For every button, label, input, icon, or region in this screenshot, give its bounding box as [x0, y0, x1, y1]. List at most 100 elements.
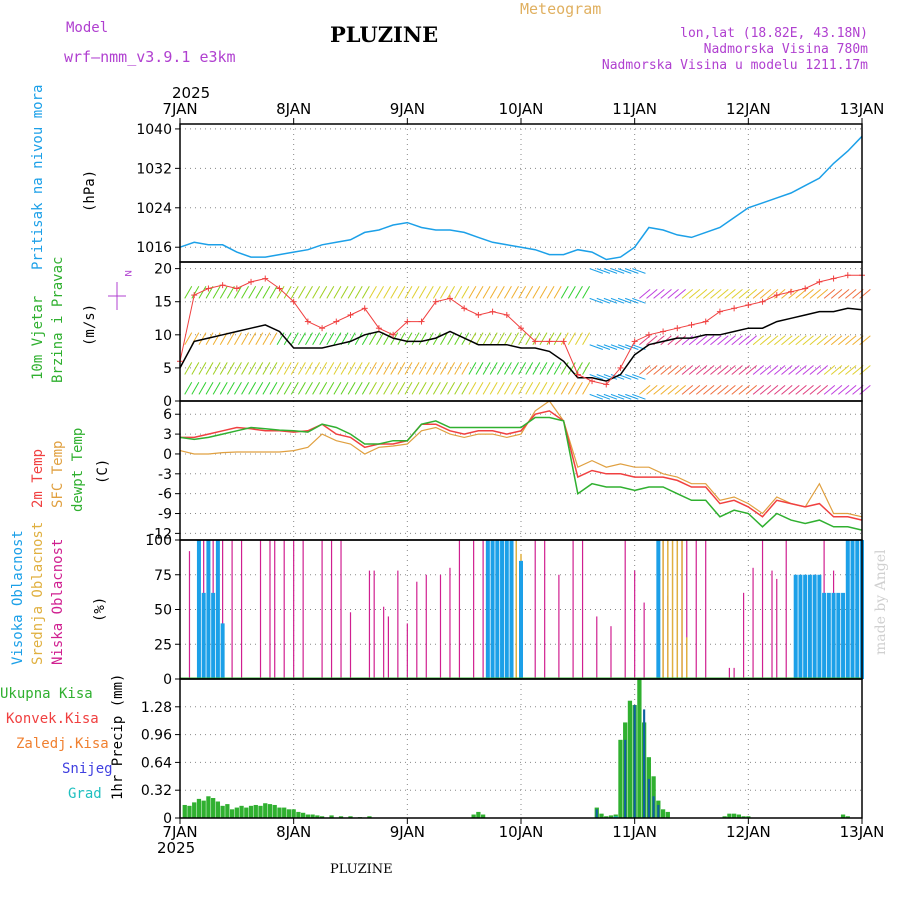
wind-barb: [532, 286, 541, 299]
wind-barb: [191, 362, 200, 375]
wind-barb: [404, 286, 413, 299]
wind-barb: [361, 286, 370, 299]
wind-barb: [774, 335, 786, 346]
wind-barb: [518, 362, 527, 375]
wind-barb: [383, 332, 392, 345]
wind-barb: [610, 268, 625, 274]
wind-barb: [752, 365, 765, 375]
wind-barb: [724, 289, 736, 299]
wind-barb: [695, 289, 708, 299]
wind-barb: [461, 382, 470, 395]
wind-barb: [766, 384, 779, 395]
wind-barb: [191, 286, 200, 299]
wind-barb: [837, 289, 850, 299]
wind-barb: [212, 382, 221, 395]
x-tick-label-top: 11JAN: [612, 100, 657, 118]
wind-barb: [795, 365, 807, 375]
wind-barb: [255, 382, 264, 395]
precip-total-bar: [315, 815, 320, 818]
precip-snow-bar: [643, 709, 646, 818]
wind-barb: [589, 344, 604, 350]
wind-barb: [205, 286, 214, 299]
wind-barb: [532, 382, 541, 395]
wind-barb: [809, 335, 821, 346]
precip-total-bar: [263, 803, 268, 818]
wind-barb: [418, 362, 427, 375]
wind-barb: [703, 335, 715, 346]
wind-barb: [667, 365, 679, 375]
wind-barb: [788, 365, 800, 375]
wind-barb: [539, 362, 548, 375]
wind-barb: [312, 382, 321, 395]
legend-graupel: Grad: [68, 786, 102, 802]
wind-barb: [816, 289, 829, 299]
wind-barb: [646, 335, 658, 346]
wind-barb: [411, 382, 420, 395]
wind-barb: [837, 384, 850, 395]
wind-barb: [688, 289, 701, 299]
precip-graupel-bar: [613, 816, 618, 818]
wind-barb: [297, 286, 306, 299]
precip-total-bar: [182, 804, 187, 818]
wind-barb: [503, 286, 512, 299]
precip-snow-bar: [633, 705, 636, 818]
wind-barb: [475, 382, 484, 395]
wind-barb: [816, 365, 829, 375]
y-tick-label: 25: [154, 637, 172, 653]
wind-barb: [745, 289, 758, 299]
wind-barb: [496, 362, 505, 375]
wind-barb: [710, 384, 722, 395]
wind-barb: [646, 289, 658, 299]
legend-convective-rain: Konvek.Kisa: [6, 711, 99, 727]
wind-barb: [511, 286, 519, 299]
x-tick-label-bottom: 9JAN: [390, 823, 425, 841]
x-tick-label-top: 12JAN: [726, 100, 771, 118]
wind-barb: [695, 335, 708, 346]
wind-barb: [333, 332, 342, 345]
wind-barb: [660, 365, 672, 375]
y-tick-label: 75: [154, 568, 172, 584]
wind-barb: [667, 335, 679, 346]
wind-barb: [752, 384, 765, 395]
wind-barb: [837, 365, 850, 375]
page-title: PLUZINE: [330, 22, 439, 47]
wind-barb: [262, 382, 271, 395]
wind-barb: [710, 289, 722, 299]
wind-barb: [511, 362, 519, 375]
wind-barb: [432, 362, 441, 375]
wind-barb: [745, 335, 758, 346]
x-tick-label-bottom: 13JAN: [840, 823, 885, 841]
wind-barb: [795, 289, 807, 299]
wind-barb: [582, 362, 591, 375]
wind-barb: [710, 365, 722, 375]
wind-barb: [489, 362, 498, 375]
wind-barb: [731, 289, 743, 299]
x-tick-label-top: 10JAN: [499, 100, 544, 118]
wind-barb: [440, 362, 448, 375]
wind-barb: [610, 297, 625, 304]
wind-barb: [802, 335, 814, 346]
wind-barb: [625, 374, 639, 380]
wind-barb: [589, 374, 604, 380]
wind-barb: [383, 286, 392, 299]
wind-barb: [589, 268, 604, 274]
elevation-label: Nadmorska Visina 780m: [703, 42, 868, 57]
precip-total-bar: [277, 807, 282, 818]
precip-total-bar: [187, 805, 192, 818]
wind-barb: [560, 362, 569, 375]
wind-barb: [596, 297, 611, 304]
year-label-bottom: 2025: [157, 839, 195, 857]
wind-barb: [390, 382, 399, 395]
precip-total-bar: [746, 816, 751, 818]
wind-barb: [567, 332, 576, 345]
wind-barb: [447, 362, 456, 375]
wind-barb: [326, 332, 335, 345]
wind-barb: [646, 365, 658, 375]
wind-barb: [397, 286, 406, 299]
wind-barb: [482, 286, 491, 299]
wind-barb: [290, 382, 299, 395]
precip-total-bar: [722, 816, 727, 818]
wind-barb: [617, 268, 632, 274]
y-tick-label: 1040: [136, 122, 172, 138]
wind-barb: [418, 286, 427, 299]
